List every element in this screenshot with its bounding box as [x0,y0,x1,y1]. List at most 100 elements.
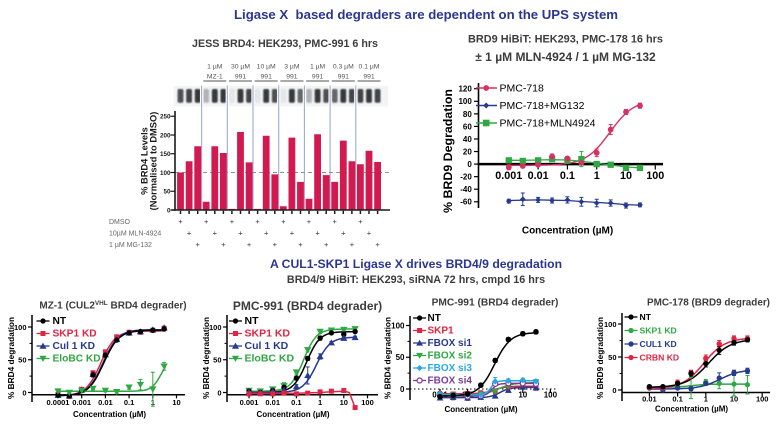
svg-text:+: + [375,240,380,249]
svg-text:1 µM: 1 µM [207,64,223,71]
svg-text:PMC-178 (BRD9 degrader): PMC-178 (BRD9 degrader) [647,298,770,309]
svg-text:10µM MLN-4924: 10µM MLN-4924 [109,231,161,238]
svg-text:PMC-718: PMC-718 [500,83,545,95]
svg-text:100: 100 [604,320,617,329]
svg-text:± 1 µM MLN-4924 / 1 µM MG-132: ± 1 µM MLN-4924 / 1 µM MG-132 [475,50,656,64]
svg-text:Cul 1 KD: Cul 1 KD [245,340,289,352]
svg-text:10: 10 [340,398,348,407]
svg-text:FBOX si3: FBOX si3 [428,363,473,374]
svg-text:1: 1 [318,398,322,407]
svg-text:991: 991 [286,74,298,81]
svg-text:0.01: 0.01 [98,398,113,407]
svg-text:EloBC KD: EloBC KD [53,354,101,365]
svg-text:% BRD4 degradation: % BRD4 degradation [6,317,16,399]
svg-text:0: 0 [400,385,405,394]
svg-text:+: + [315,229,320,238]
svg-text:150: 150 [160,151,171,158]
svg-text:MZ-1: MZ-1 [207,74,223,81]
svg-text:10: 10 [620,170,632,182]
svg-text:+: + [367,229,372,238]
svg-text:0.3 µM: 0.3 µM [333,64,354,71]
svg-text:80: 80 [463,110,472,119]
svg-text:0.1: 0.1 [672,395,682,404]
svg-text:50: 50 [608,353,616,362]
svg-text:JESS BRD4: HEK293, PMC-991 6 h: JESS BRD4: HEK293, PMC-991 6 hrs [192,38,378,50]
svg-text:FBOX si1: FBOX si1 [428,338,473,349]
svg-text:60: 60 [463,122,472,131]
svg-text:% BRD9 Degradation: % BRD9 Degradation [441,89,455,213]
svg-text:EloBC KD: EloBC KD [245,353,295,365]
svg-text:100: 100 [14,323,27,332]
svg-text:0: 0 [22,388,26,397]
svg-text:991: 991 [235,74,247,81]
svg-text:+: + [187,229,192,238]
svg-text:NT: NT [245,315,260,327]
svg-text:0.001: 0.001 [495,170,522,182]
svg-text:250: 250 [160,114,171,121]
svg-text:NT: NT [428,313,441,324]
svg-text:991: 991 [312,74,324,81]
svg-text:0: 0 [167,207,171,214]
svg-text:+: + [238,229,243,238]
svg-text:% BRD4 degradation: % BRD4 degradation [201,317,211,399]
svg-text:NT: NT [53,316,67,327]
svg-text:Cul 1 KD: Cul 1 KD [53,341,95,352]
svg-text:+: + [264,229,269,238]
svg-text:+: + [324,240,329,249]
svg-text:PMC-991 (BRD4 degrader): PMC-991 (BRD4 degrader) [432,298,559,309]
svg-text:991: 991 [261,74,273,81]
svg-text:0: 0 [612,386,616,395]
svg-text:100: 100 [458,97,472,106]
svg-text:200: 200 [160,132,171,139]
svg-text:+: + [273,240,278,249]
svg-text:-40: -40 [460,185,472,194]
svg-text:PMC-718+MG132: PMC-718+MG132 [500,100,585,112]
svg-text:CRBN KD: CRBN KD [640,353,680,363]
svg-text:SKP1 KD: SKP1 KD [640,326,677,336]
svg-text:0.01: 0.01 [265,398,280,407]
svg-text:+: + [358,217,363,226]
svg-text:0.1 µM: 0.1 µM [359,64,380,71]
svg-text:+: + [178,217,183,226]
svg-text:0.01: 0.01 [642,395,657,404]
svg-text:10: 10 [730,395,738,404]
svg-text:10: 10 [172,398,180,407]
svg-text:+: + [341,229,346,238]
svg-text:A CUL1-SKP1 Ligase X drives BR: A CUL1-SKP1 Ligase X drives BRD4/9 degra… [270,257,562,271]
svg-text:100: 100 [646,170,664,182]
svg-text:SKP1 KD: SKP1 KD [53,329,97,340]
svg-text:+: + [333,217,338,226]
svg-text:0.001: 0.001 [240,398,259,407]
svg-text:% BRD4 degradation: % BRD4 degradation [383,317,393,399]
svg-text:+: + [255,217,260,226]
svg-text:991: 991 [338,74,350,81]
svg-text:+: + [221,240,226,249]
svg-text:Concentration (µM): Concentration (µM) [256,410,329,419]
svg-text:PMC-718+MLN4924: PMC-718+MLN4924 [500,118,596,130]
svg-text:100: 100 [160,170,171,177]
svg-text:CUL1 KD: CUL1 KD [640,339,677,349]
svg-text:50: 50 [163,189,171,196]
svg-text:40: 40 [463,135,472,144]
svg-text:0.01: 0.01 [528,170,549,182]
svg-text:Ligase X based degraders are: Ligase X based degraders are dependent o… [234,7,618,22]
svg-text:1: 1 [594,170,600,182]
svg-text:10 µM: 10 µM [257,64,276,71]
svg-text:FBOX si2: FBOX si2 [428,351,473,362]
svg-text:BRD9 HiBiT: HEK293, PMC-178 16: BRD9 HiBiT: HEK293, PMC-178 16 hrs [468,34,663,46]
svg-text:Concentration (µM): Concentration (µM) [444,405,517,414]
svg-text:20: 20 [463,147,472,156]
svg-text:+: + [196,240,201,249]
svg-text:0.001: 0.001 [72,398,91,407]
svg-text:DMSO: DMSO [109,219,131,226]
svg-text:NT: NT [640,312,652,322]
svg-text:0.1: 0.1 [124,398,134,407]
svg-text:+: + [298,240,303,249]
svg-text:PMC-991 (BRD4 degrader): PMC-991 (BRD4 degrader) [233,299,382,313]
svg-text:+: + [247,240,252,249]
svg-text:10: 10 [518,391,527,400]
svg-text:991: 991 [363,74,375,81]
svg-text:+: + [281,217,286,226]
svg-text:-20: -20 [460,173,472,182]
svg-text:1: 1 [704,395,708,404]
